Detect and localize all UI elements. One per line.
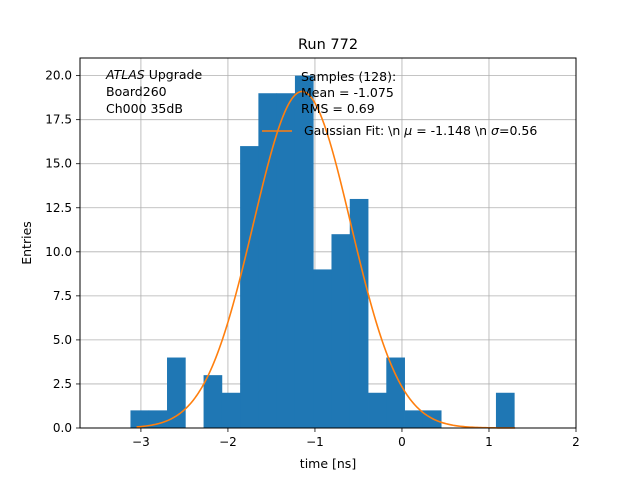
x-axis-label: time [ns] — [300, 456, 356, 471]
x-tick-label: −1 — [306, 435, 324, 449]
x-tick-label: 0 — [398, 435, 406, 449]
y-tick-label: 15.0 — [45, 157, 72, 171]
histogram-bar — [276, 93, 296, 428]
y-tick-label: 10.0 — [45, 245, 72, 259]
histogram-bars — [130, 75, 515, 428]
gaussian-fit-curve — [136, 90, 516, 429]
histogram-bar — [404, 410, 424, 428]
histogram-bar — [258, 93, 278, 428]
histogram-bar — [240, 146, 259, 428]
histogram-bar — [386, 357, 405, 428]
histogram-bar — [221, 392, 241, 428]
y-tick-label: 12.5 — [45, 201, 72, 215]
plot-frame — [79, 57, 577, 429]
histogram-bar — [294, 75, 314, 428]
axis-ticks: −3 −2 −1 0 1 20.02.55.07.510.012.515.017.520.… — [45, 69, 580, 449]
chart-title: Run 772 — [298, 37, 358, 53]
histogram-bar — [130, 410, 150, 428]
y-tick-label: 2.5 — [53, 377, 72, 391]
x-tick-label: 1 — [485, 435, 493, 449]
y-axis-label: Entries — [19, 221, 34, 265]
y-tick-label: 20.0 — [45, 69, 72, 83]
y-tick-label: 0.0 — [53, 421, 72, 435]
histogram-bar — [368, 392, 387, 428]
atlas-annotation: ATLAS Upgrade Board260 Ch000 35dB — [105, 67, 206, 116]
legend-fit-label: Gaussian Fit: \n μ = -1.148 \n σ=0.56 — [304, 123, 537, 138]
y-tick-label: 7.5 — [53, 289, 72, 303]
sample-statistics: Samples (128): Mean = -1.075 RMS = 0.69 — [301, 69, 400, 116]
histogram-bar — [331, 234, 351, 428]
histogram-bar — [148, 410, 168, 428]
x-tick-label: −3 — [132, 435, 150, 449]
x-tick-label: 2 — [572, 435, 580, 449]
legend: Gaussian Fit: \n μ = -1.148 \n σ=0.56 — [262, 123, 537, 138]
histogram-bar — [349, 198, 369, 428]
y-tick-label: 5.0 — [53, 333, 72, 347]
histogram-bar — [167, 357, 186, 428]
histogram-bar — [203, 375, 223, 428]
histogram-bar — [313, 269, 332, 428]
x-tick-label: −2 — [219, 435, 237, 449]
y-tick-label: 17.5 — [45, 113, 72, 127]
histogram-bar — [495, 392, 515, 428]
